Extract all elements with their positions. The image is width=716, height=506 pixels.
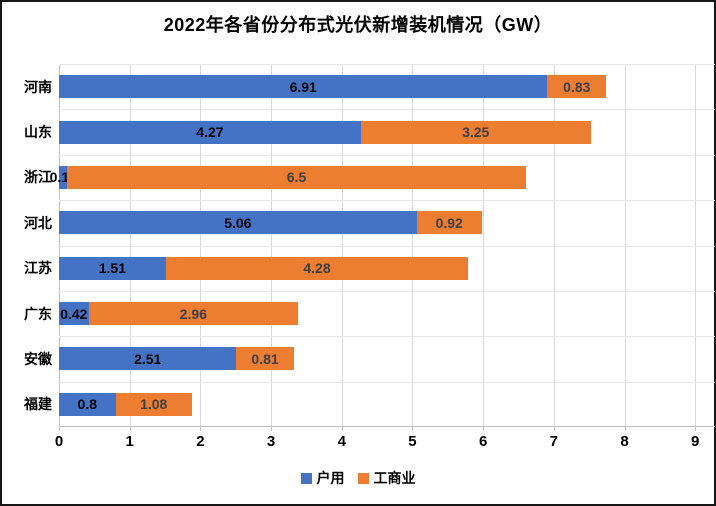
- bar-segment-residential: 0.8: [59, 392, 116, 416]
- x-tick-mark: [695, 427, 697, 431]
- x-tick-label: 7: [549, 433, 558, 450]
- x-tick-mark: [200, 427, 202, 431]
- bar-value-label: 4.27: [196, 124, 224, 141]
- bar-segment-commercial: 0.83: [547, 75, 607, 99]
- bar-value-label: 2.96: [179, 305, 207, 322]
- bar-segment-residential: 0.42: [59, 302, 89, 326]
- row-separator-line: [59, 290, 715, 292]
- row-separator-line: [59, 245, 715, 247]
- bar-value-label: 3.25: [462, 124, 490, 141]
- bar-row: 5.06 0.92: [59, 211, 482, 235]
- category-axis: 河南山东浙江河北江苏广东安徽福建: [2, 64, 55, 427]
- category-label: 河北: [24, 214, 52, 231]
- category-label: 河南: [24, 78, 52, 95]
- bar-row: 1.51 4.28: [59, 256, 469, 280]
- bar-value-label: 6.5: [286, 169, 307, 186]
- plot-area: 6.91 0.83 4.27 3.25 0.11 6.5 5.06 0.92 1.51 4.28 0…: [50, 64, 715, 427]
- bar-value-label: 5.06: [224, 214, 252, 231]
- bar-segment-residential: 2.51: [59, 347, 237, 371]
- category-label: 安徽: [24, 350, 52, 367]
- bar-value-label: 4.28: [303, 260, 331, 277]
- x-tick-label: 5: [408, 433, 417, 450]
- bar-value-label: 6.91: [289, 78, 317, 95]
- chart-title: 2022年各省份分布式光伏新增装机情况（GW）: [163, 15, 553, 35]
- x-axis-line: [59, 426, 715, 427]
- bar-segment-residential: 5.06: [59, 211, 417, 235]
- x-tick-mark: [412, 427, 414, 431]
- x-tick-label: 3: [266, 433, 276, 450]
- x-tick-mark: [271, 427, 273, 431]
- bar-value-label: 1.51: [98, 260, 126, 277]
- bar-segment-residential: 0.11: [50, 165, 76, 189]
- x-tick-label: 0: [54, 433, 64, 450]
- bar-value-label: 0.83: [563, 78, 591, 95]
- bar-row: 0.8 1.08: [59, 392, 192, 416]
- legend-swatch-icon: [300, 472, 312, 484]
- row-separator-line: [59, 64, 715, 65]
- category-label: 江苏: [24, 260, 52, 277]
- x-tick-label: 4: [337, 433, 346, 450]
- legend-item: 工商业: [357, 470, 416, 486]
- x-tick-mark: [553, 427, 555, 431]
- bar-segment-commercial: 6.5: [66, 165, 527, 189]
- bar-value-label: 1.08: [140, 396, 168, 413]
- legend-swatch-icon: [357, 472, 369, 484]
- bar-row: 4.27 3.25: [59, 120, 591, 144]
- bar-value-label: 2.51: [134, 350, 162, 367]
- bar-segment-commercial: 0.81: [236, 347, 294, 371]
- category-label: 山东: [24, 124, 52, 141]
- category-label: 福建: [24, 396, 52, 413]
- row-separator-line: [59, 109, 715, 111]
- bar-value-label: 0.81: [251, 350, 279, 367]
- x-tick-mark: [341, 427, 343, 431]
- bar-segment-commercial: 4.28: [165, 256, 469, 280]
- row-separator-line: [59, 200, 715, 202]
- bar-segment-residential: 6.91: [59, 75, 548, 99]
- bar-row: 0.11 6.5: [50, 165, 527, 189]
- bar-value-label: 0.92: [435, 214, 463, 231]
- category-label: 浙江: [24, 169, 52, 186]
- legend-item: 户用: [300, 470, 345, 486]
- x-tick-label: 9: [691, 433, 700, 450]
- bar-segment-commercial: 3.25: [360, 120, 591, 144]
- bar-segment-commercial: 2.96: [88, 302, 298, 326]
- bar-segment-residential: 4.27: [59, 120, 361, 144]
- bar-row: 6.91 0.83: [59, 75, 607, 99]
- row-separator-line: [59, 336, 715, 338]
- bar-segment-commercial: 1.08: [115, 392, 192, 416]
- bar-value-label: 0.8: [77, 396, 97, 413]
- x-tick-label: 2: [196, 433, 205, 450]
- x-tick-label: 6: [478, 433, 488, 450]
- legend-label: 工商业: [373, 470, 416, 486]
- row-separator-line: [59, 381, 715, 383]
- x-tick-mark: [59, 427, 60, 431]
- x-tick-mark: [483, 427, 485, 431]
- x-tick-mark: [624, 427, 626, 431]
- legend-label: 户用: [316, 470, 345, 486]
- x-tick-label: 1: [125, 433, 134, 450]
- row-separator-line: [59, 154, 715, 156]
- legend: 户用 工商业: [2, 471, 714, 485]
- bar-row: 2.51 0.81: [59, 347, 294, 371]
- bar-value-label: 0.42: [60, 305, 88, 322]
- bar-row: 0.42 2.96: [59, 302, 298, 326]
- category-label: 广东: [24, 305, 52, 322]
- bar-segment-commercial: 0.92: [416, 211, 482, 235]
- x-tick-mark: [129, 427, 131, 431]
- bar-segment-residential: 1.51: [59, 256, 166, 280]
- x-tick-label: 8: [620, 433, 629, 450]
